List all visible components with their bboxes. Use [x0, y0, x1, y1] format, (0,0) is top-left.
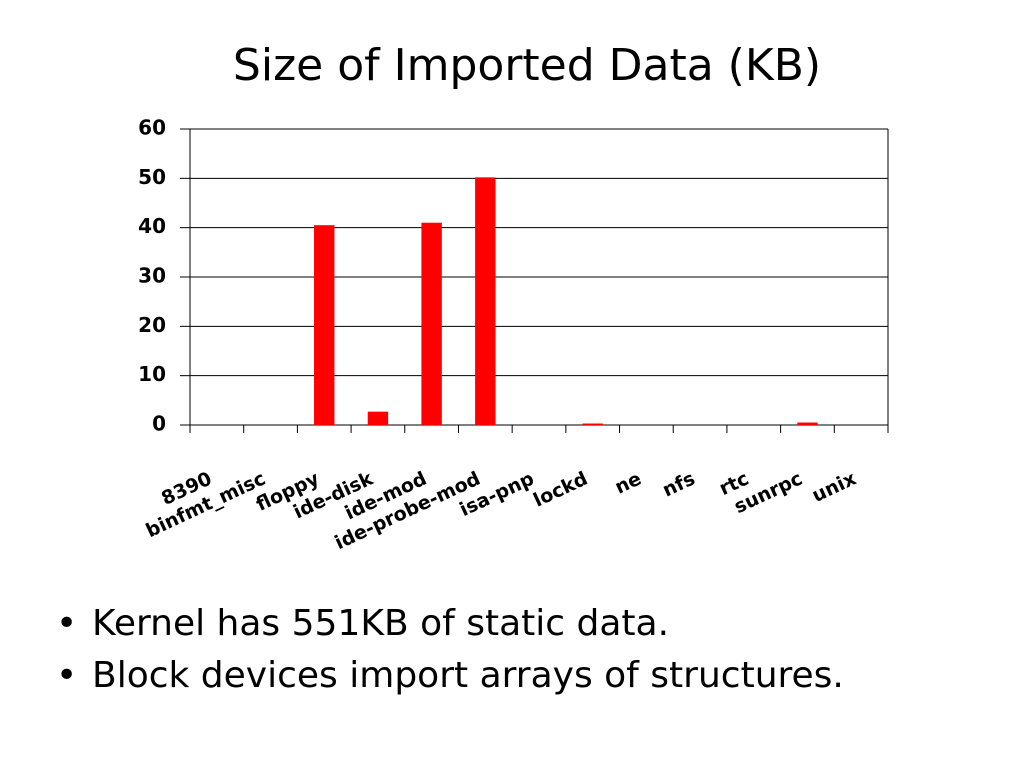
bar [421, 222, 442, 425]
bar [582, 423, 603, 425]
bar [314, 225, 335, 425]
bullet: Block devices import arrays of structure… [92, 655, 844, 696]
bullet-marker: • [56, 655, 77, 696]
bar [797, 422, 818, 425]
x-tick-label: lockd [530, 468, 591, 512]
x-tick-label: nfs [659, 468, 698, 502]
y-tick-label: 50 [138, 165, 166, 189]
chart-title: Size of Imported Data (KB) [233, 40, 821, 91]
x-tick-label: ne [612, 468, 645, 499]
bullet: Kernel has 551KB of static data. [92, 603, 669, 644]
x-tick-label: unix [809, 468, 860, 507]
bullet-marker: • [56, 603, 77, 644]
y-tick-label: 10 [138, 362, 166, 386]
y-tick-label: 40 [138, 214, 166, 238]
y-tick-label: 0 [152, 412, 166, 436]
bar [475, 177, 496, 425]
y-tick-label: 60 [138, 116, 166, 140]
y-tick-label: 20 [138, 313, 166, 337]
y-tick-label: 30 [138, 264, 166, 288]
bar [367, 411, 389, 425]
